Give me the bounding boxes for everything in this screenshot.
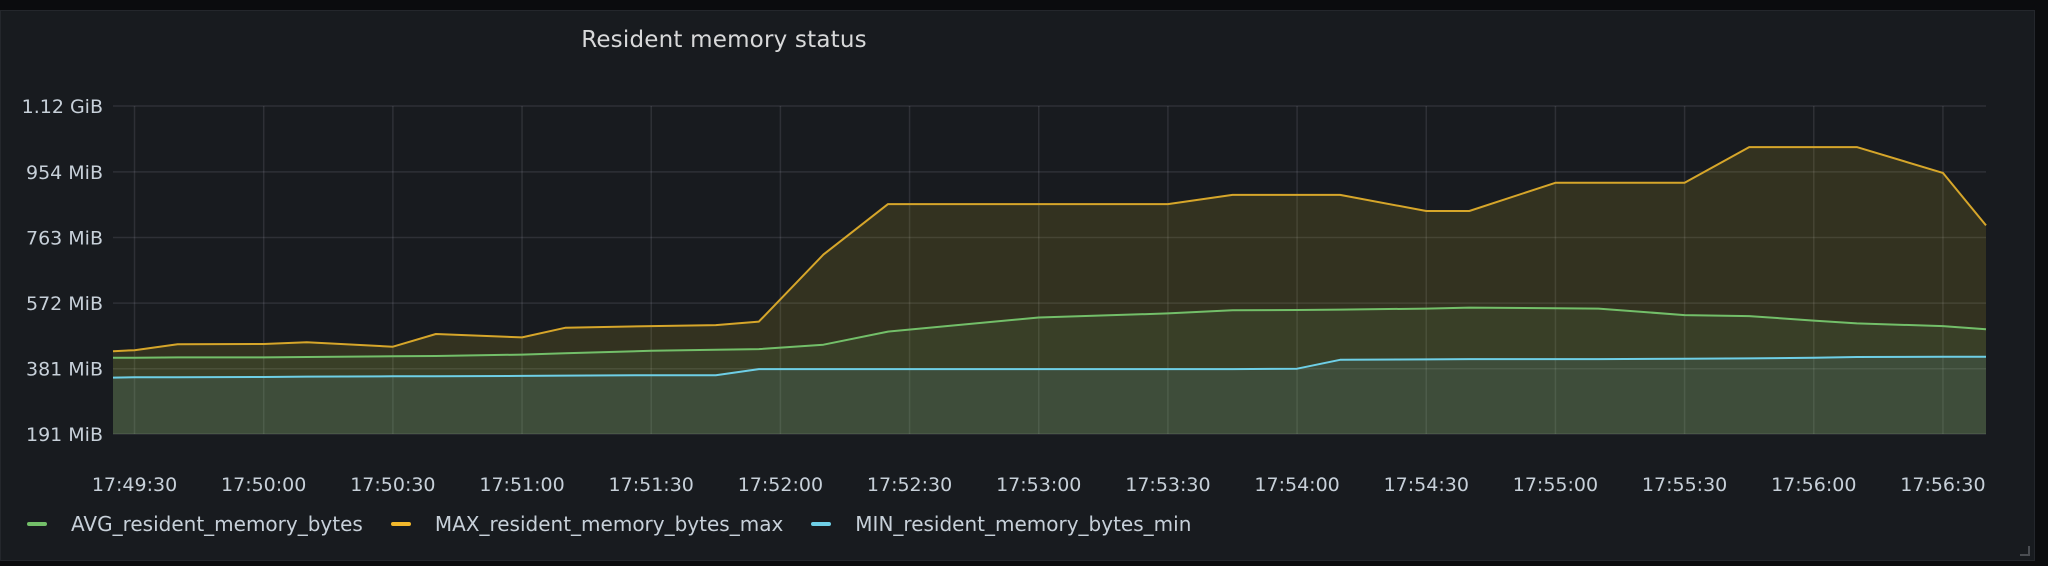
x-tick-label: 17:52:30 [867, 474, 952, 496]
y-tick-label: 191 MiB [26, 424, 103, 446]
x-tick-label: 17:56:00 [1771, 474, 1856, 496]
legend-label-min: MIN_resident_memory_bytes_min [855, 512, 1192, 536]
y-tick-label: 763 MiB [26, 227, 103, 249]
panel-title[interactable]: Resident memory status [581, 27, 867, 53]
x-tick-label: 17:53:00 [996, 474, 1081, 496]
series-area-avg [113, 307, 1986, 434]
x-tick-label: 17:55:30 [1642, 474, 1727, 496]
legend-item-avg[interactable]: AVG_resident_memory_bytes [27, 512, 363, 536]
memory-chart: 1.12 GiB 954 MiB 763 MiB 572 MiB 381 MiB 191 … [22, 96, 1987, 496]
legend-swatch-max [390, 522, 411, 526]
x-tick-label: 17:53:30 [1125, 474, 1210, 496]
series-line-avg [113, 306, 1987, 359]
legend-item-min[interactable]: MIN_resident_memory_bytes_min [811, 512, 1191, 536]
chart-grid [113, 105, 1986, 435]
x-tick-label: 17:54:30 [1384, 474, 1469, 496]
x-tick-label: 17:55:00 [1513, 474, 1598, 496]
y-axis: 1.12 GiB 954 MiB 763 MiB 572 MiB 381 MiB 191 … [22, 96, 103, 446]
y-tick-label: 572 MiB [26, 293, 103, 315]
y-tick-label: 1.12 GiB [22, 96, 103, 118]
y-tick-label: 954 MiB [26, 162, 103, 184]
series-line-max [112, 146, 1987, 353]
x-tick-label: 17:56:30 [1900, 474, 1985, 496]
legend-label-avg: AVG_resident_memory_bytes [71, 512, 363, 536]
chart-areas [113, 147, 1986, 434]
x-tick-label: 17:50:00 [221, 474, 306, 496]
series-area-max [113, 147, 1986, 434]
graph-panel: Resident memory status 1.12 GiB 954 MiB 76… [0, 10, 2035, 561]
x-axis: 17:49:30 17:50:00 17:50:30 17:51:00 17:51:30… [92, 474, 1986, 496]
legend-label-max: MAX_resident_memory_bytes_max [434, 512, 784, 536]
x-tick-label: 17:52:00 [738, 474, 823, 496]
resize-handle-icon[interactable] [2020, 546, 2030, 556]
legend-swatch-min [811, 522, 832, 526]
x-tick-label: 17:49:30 [92, 474, 177, 496]
legend-item-max[interactable]: MAX_resident_memory_bytes_max [390, 512, 784, 536]
chart-legend: AVG_resident_memory_bytes MAX_resident_m… [27, 512, 1219, 536]
chart-lines [112, 146, 1987, 379]
y-tick-label: 381 MiB [26, 359, 103, 381]
x-tick-label: 17:50:30 [350, 474, 435, 496]
x-tick-label: 17:51:00 [479, 474, 564, 496]
series-line-min [112, 355, 1986, 379]
legend-swatch-avg [27, 522, 47, 526]
x-tick-label: 17:54:00 [1254, 474, 1339, 496]
x-tick-label: 17:51:30 [609, 474, 694, 496]
